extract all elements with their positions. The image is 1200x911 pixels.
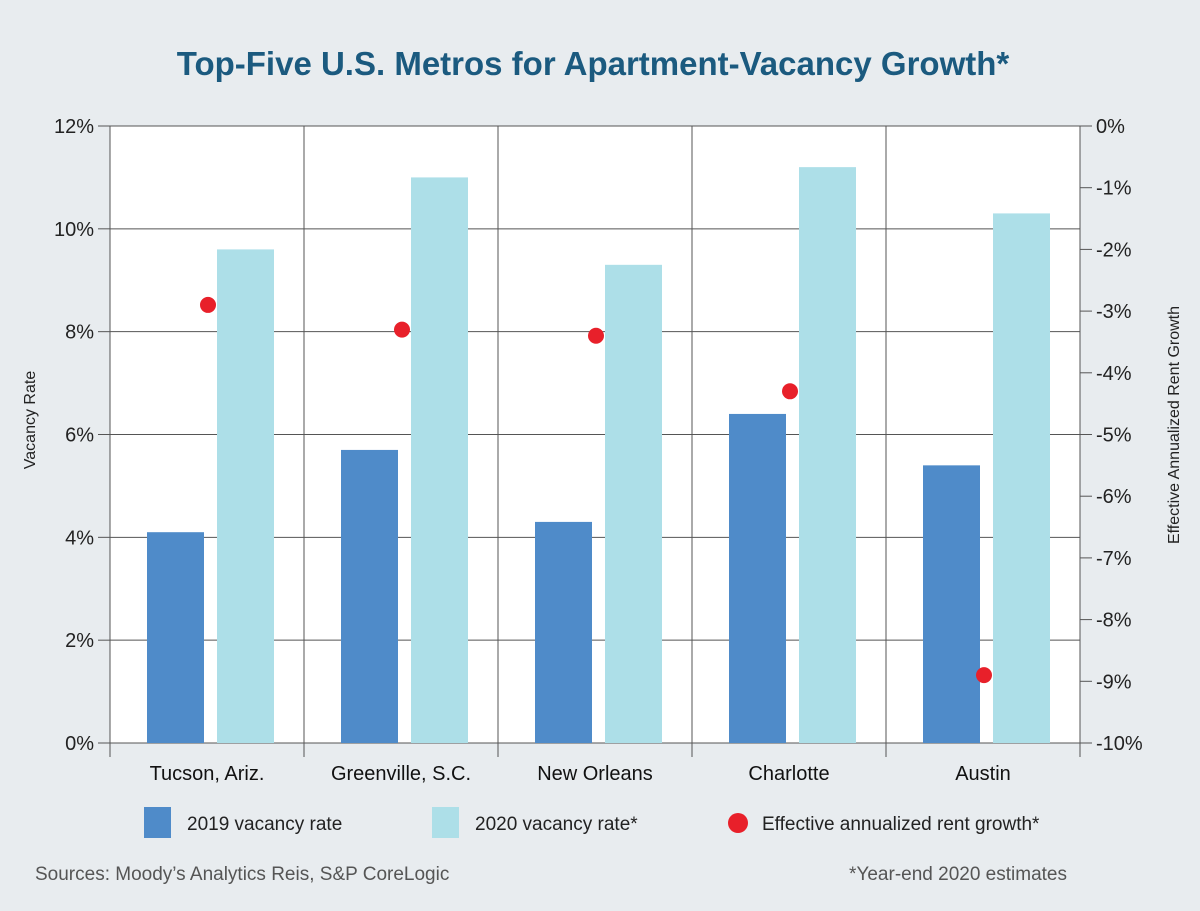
right-tick-label: -9% — [1096, 671, 1132, 693]
bar-2019-4 — [923, 465, 980, 743]
category-label: Tucson, Ariz. — [150, 763, 265, 785]
category-label: Charlotte — [748, 763, 829, 785]
legend-swatch-rent-growth — [728, 813, 748, 833]
bar-2020-0 — [217, 249, 274, 743]
bar-2019-0 — [147, 532, 204, 743]
bar-2020-4 — [993, 213, 1050, 744]
footnote: *Year-end 2020 estimates — [849, 864, 1067, 885]
category-label: New Orleans — [537, 763, 653, 785]
right-axis-title: Effective Annualized Rent Growth — [1166, 306, 1183, 544]
right-tick-label: -3% — [1096, 301, 1132, 323]
legend-swatch-0 — [144, 807, 171, 838]
legend: 2019 vacancy rate 2020 vacancy rate* Effec… — [144, 807, 1040, 838]
right-tick-label: -8% — [1096, 610, 1132, 632]
bar-2019-1 — [341, 449, 398, 743]
bar-2020-1 — [411, 177, 468, 743]
bar-2019-2 — [535, 521, 592, 743]
bar-2020-2 — [605, 264, 662, 743]
bar-2020-3 — [799, 167, 856, 744]
right-tick-label: -6% — [1096, 486, 1132, 508]
rent-growth-point-2 — [588, 327, 604, 344]
rent-growth-points — [200, 296, 992, 684]
left-tick-label: 10% — [54, 219, 94, 241]
right-tick-label: 0% — [1096, 116, 1125, 138]
left-tick-label: 6% — [65, 425, 94, 447]
legend-swatch-1 — [432, 807, 459, 838]
category-label: Greenville, S.C. — [331, 763, 471, 785]
left-axis-title: Vacancy Rate — [22, 371, 39, 470]
right-tick-label: -10% — [1096, 733, 1143, 755]
category-labels: Tucson, Ariz. Greenville, S.C. New Orleans… — [150, 763, 1011, 785]
right-tick-label: -2% — [1096, 239, 1132, 261]
left-tick-label: 4% — [65, 527, 94, 549]
right-tick-label: -1% — [1096, 178, 1132, 200]
rent-growth-point-1 — [394, 321, 410, 338]
rent-growth-point-3 — [782, 383, 798, 400]
right-tick-label: -7% — [1096, 548, 1132, 570]
legend-label: Effective annualized rent growth* — [762, 814, 1040, 835]
left-tick-label: 8% — [65, 322, 94, 344]
chart-title: Top-Five U.S. Metros for Apartment-Vacan… — [177, 45, 1010, 82]
left-tick-label: 12% — [54, 116, 94, 138]
rent-growth-point-0 — [200, 296, 216, 313]
left-tick-label: 0% — [65, 733, 94, 755]
right-tick-label: -5% — [1096, 425, 1132, 447]
source-note: Sources: Moody’s Analytics Reis, S&P Cor… — [35, 864, 449, 885]
rent-growth-point-4 — [976, 667, 992, 684]
category-label: Austin — [955, 763, 1011, 785]
legend-label: 2019 vacancy rate — [187, 814, 342, 835]
right-axis-ticks: 0% -1% -2% -3% -4% -5% -6% -7% -8% -9% -10% — [1080, 116, 1143, 755]
bars — [147, 167, 1050, 744]
right-tick-label: -4% — [1096, 363, 1132, 385]
left-axis-ticks: 12% 10% 8% 6% 4% 2% 0% — [54, 116, 110, 755]
bar-2019-3 — [729, 413, 786, 743]
left-tick-label: 2% — [65, 630, 94, 652]
legend-label: 2020 vacancy rate* — [475, 814, 638, 835]
